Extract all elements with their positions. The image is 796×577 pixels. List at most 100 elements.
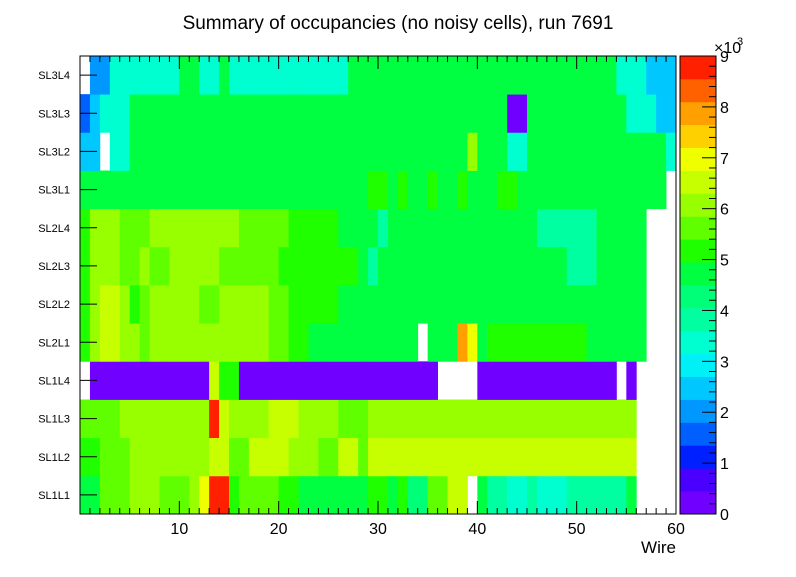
heatmap-cell: [407, 246, 419, 286]
heatmap-cell: [229, 475, 240, 515]
heatmap-cell: [606, 475, 617, 515]
heatmap-cell: [109, 475, 121, 515]
heatmap-cell: [258, 208, 270, 248]
heatmap-cell: [219, 208, 230, 248]
heatmap-cell: [397, 208, 409, 248]
heatmap-cell: [149, 475, 160, 515]
heatmap-cell: [298, 437, 309, 477]
heatmap-cell: [258, 361, 270, 400]
y-category-label: SL1L3: [38, 414, 70, 426]
heatmap-cell: [606, 170, 617, 210]
heatmap-cell: [378, 475, 389, 515]
heatmap-cell: [646, 132, 657, 171]
heatmap-cell: [467, 323, 478, 362]
heatmap-cell: [487, 323, 498, 362]
heatmap-cell: [298, 246, 309, 286]
heatmap-cell: [397, 475, 409, 515]
heatmap-cell: [616, 132, 627, 171]
heatmap-cell: [427, 132, 438, 171]
heatmap-cell: [536, 285, 548, 324]
heatmap-cell: [487, 475, 498, 515]
heatmap-cell: [596, 475, 607, 515]
heatmap-cell: [268, 208, 280, 248]
heatmap-cell: [546, 246, 558, 286]
colorbar-segment: [680, 78, 716, 103]
heatmap-cell: [179, 170, 190, 210]
heatmap-cell: [179, 475, 190, 515]
heatmap-cell: [497, 361, 508, 400]
colorbar-tick-label: 5: [720, 253, 729, 270]
heatmap-cell: [487, 285, 498, 324]
heatmap-cell: [199, 323, 210, 362]
heatmap-cell: [368, 56, 379, 95]
heatmap-cell: [338, 56, 349, 95]
heatmap-cell: [546, 399, 558, 439]
heatmap-cell: [219, 246, 230, 286]
colorbar-tick-label: 9: [720, 49, 729, 66]
heatmap-cell: [387, 437, 399, 477]
heatmap-cell: [487, 170, 498, 210]
heatmap-cell: [397, 246, 409, 286]
heatmap-cell: [546, 437, 558, 477]
heatmap-cell: [139, 437, 150, 477]
heatmap-cell: [447, 246, 458, 286]
heatmap-cell: [149, 208, 160, 248]
heatmap-cell: [546, 208, 558, 248]
heatmap-cell: [616, 208, 627, 248]
heatmap-cell: [229, 361, 240, 400]
colorbar-segment: [680, 262, 716, 286]
heatmap-cell: [378, 285, 389, 324]
heatmap-cell: [109, 246, 121, 286]
heatmap-cell: [387, 285, 399, 324]
heatmap-cell: [517, 246, 528, 286]
colorbar-tick-label: 0: [720, 507, 729, 524]
heatmap-cell: [268, 323, 280, 362]
heatmap-cell: [507, 475, 518, 515]
heatmap-cell: [586, 399, 597, 439]
heatmap-cell: [328, 323, 339, 362]
heatmap-cell: [666, 132, 677, 171]
heatmap-cell: [527, 285, 538, 324]
colorbar-tick-label: 6: [720, 202, 729, 219]
heatmap-cell: [527, 475, 538, 515]
heatmap-cell: [119, 399, 131, 439]
heatmap-cell: [338, 399, 349, 439]
heatmap-cell: [586, 132, 597, 171]
heatmap-cell: [546, 132, 558, 171]
heatmap-cell: [606, 208, 617, 248]
heatmap-cell: [109, 170, 121, 210]
colorbar-tick-label: 8: [720, 100, 729, 117]
heatmap-cell: [616, 437, 627, 477]
heatmap-cell: [417, 56, 429, 95]
heatmap-cell: [517, 437, 528, 477]
heatmap-cell: [517, 475, 528, 515]
heatmap-cell: [219, 399, 230, 439]
heatmap-cell: [298, 399, 309, 439]
heatmap-cell: [278, 170, 289, 210]
heatmap-cell: [189, 361, 200, 400]
heatmap-cell: [179, 361, 190, 400]
heatmap-cell: [417, 285, 429, 324]
heatmap-cell: [566, 475, 578, 515]
heatmap-cell: [457, 285, 468, 324]
heatmap-cell: [437, 132, 448, 171]
heatmap-cell: [278, 94, 289, 133]
heatmap-cell: [497, 56, 508, 95]
heatmap-cell: [477, 94, 488, 133]
heatmap-cell: [119, 208, 131, 248]
heatmap-cell: [189, 285, 200, 324]
colorbar-tick-label: 3: [720, 354, 729, 371]
heatmap-cell: [318, 399, 329, 439]
heatmap-cell: [497, 246, 508, 286]
heatmap-cell: [427, 246, 438, 286]
heatmap-cell: [119, 323, 131, 362]
heatmap-cell: [278, 437, 289, 477]
heatmap-cell: [318, 208, 329, 248]
heatmap-cell: [109, 399, 121, 439]
heatmap-cell: [477, 475, 488, 515]
heatmap-cell: [407, 361, 419, 400]
heatmap-cell: [268, 399, 280, 439]
heatmap-cell: [606, 361, 617, 400]
heatmap-cell: [527, 56, 538, 95]
